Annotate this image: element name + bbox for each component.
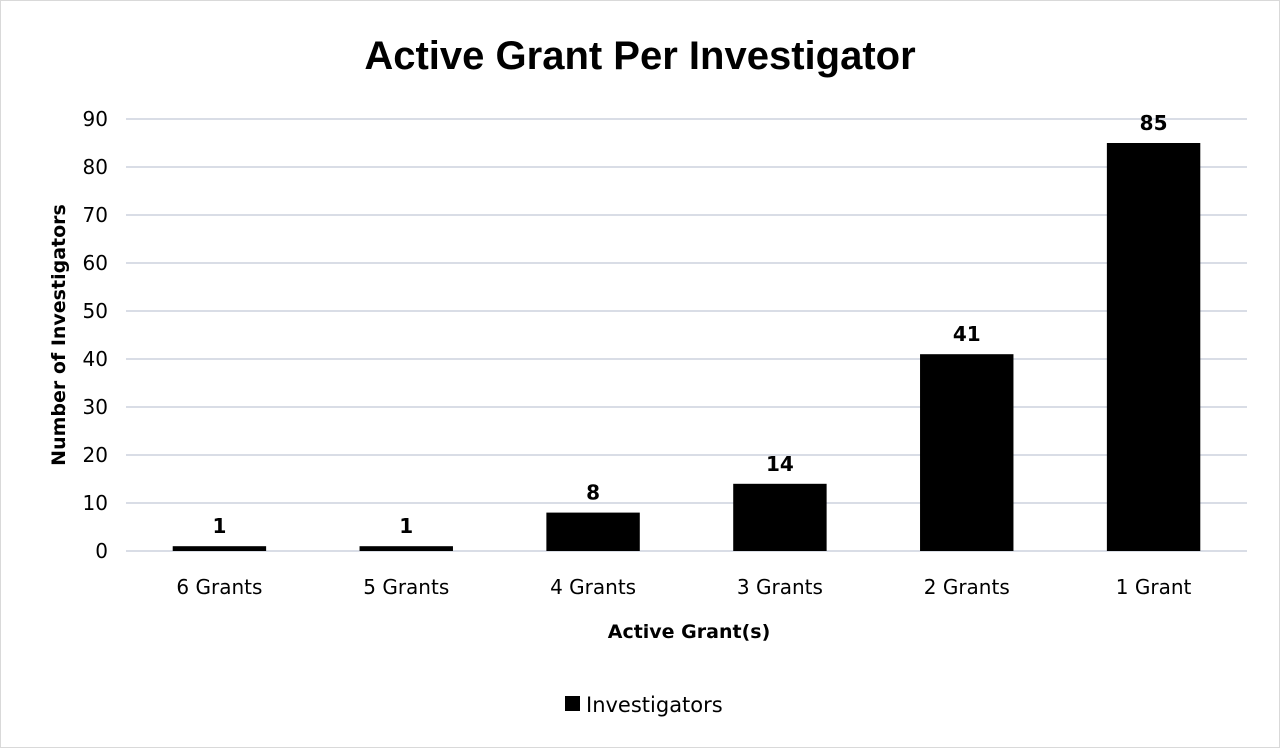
- y-tick-label-50: 50: [83, 299, 108, 323]
- legend-label-investigators: Investigators: [586, 693, 723, 717]
- x-axis-title: Active Grant(s): [608, 621, 771, 643]
- bar-1: [172, 546, 267, 551]
- data-label-1: 1: [212, 514, 226, 538]
- data-label-6: 85: [1140, 111, 1168, 135]
- y-tick-label-20: 20: [83, 443, 108, 467]
- data-label-5: 41: [953, 322, 981, 346]
- data-label-2: 1: [399, 514, 413, 538]
- y-axis-title: Number of Investigators: [48, 204, 70, 466]
- x-axis-tick-labels: 6 Grants 5 Grants 4 Grants 3 Grants 2 Grants…: [176, 575, 1191, 599]
- legend: Investigators: [565, 693, 723, 717]
- legend-swatch-investigators: [565, 696, 580, 711]
- bar-3: [546, 512, 640, 551]
- bar-5: [920, 354, 1014, 551]
- bar-2: [359, 546, 453, 551]
- x-tick-label-3: 4 Grants: [550, 575, 636, 599]
- chart-title: Active Grant Per Investigator: [364, 34, 915, 78]
- bars: [172, 143, 1201, 551]
- x-tick-label-5: 2 Grants: [924, 575, 1010, 599]
- y-tick-label-80: 80: [83, 155, 108, 179]
- data-labels: 1 1 8 14 41 85: [212, 111, 1167, 538]
- x-tick-label-4: 3 Grants: [737, 575, 823, 599]
- y-tick-label-40: 40: [83, 347, 108, 371]
- y-tick-label-90: 90: [83, 107, 108, 131]
- x-tick-label-1: 6 Grants: [176, 575, 262, 599]
- y-tick-label-60: 60: [83, 251, 108, 275]
- bar-4: [733, 483, 827, 551]
- data-label-4: 14: [766, 452, 794, 476]
- y-tick-label-30: 30: [83, 395, 108, 419]
- y-tick-label-70: 70: [83, 203, 108, 227]
- bar-6: [1106, 143, 1201, 551]
- x-tick-label-6: 1 Grant: [1116, 575, 1192, 599]
- gridlines: [126, 118, 1247, 552]
- y-axis-tick-labels: 0 10 20 30 40 50 60 70 80 90: [83, 107, 108, 563]
- data-label-3: 8: [586, 481, 600, 505]
- y-tick-label-0: 0: [95, 539, 108, 563]
- x-tick-label-2: 5 Grants: [363, 575, 449, 599]
- y-tick-label-10: 10: [83, 491, 108, 515]
